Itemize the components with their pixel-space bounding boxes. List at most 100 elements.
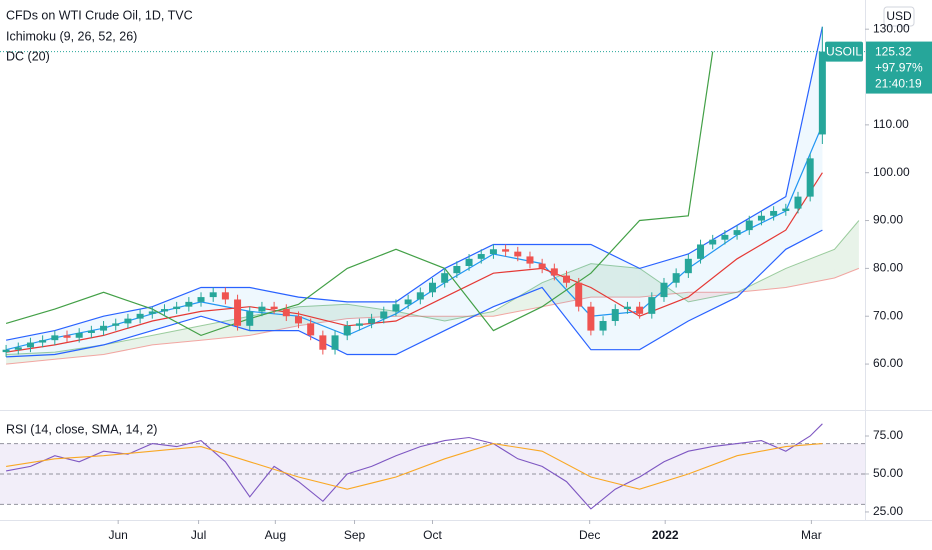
cloud-fill — [590, 263, 640, 298]
candle-body — [319, 335, 327, 350]
candle-body — [684, 258, 692, 274]
candle-body — [148, 311, 156, 314]
candle-body — [160, 309, 168, 312]
candle-body — [380, 311, 388, 319]
indicator-label: DC (20) — [6, 49, 50, 63]
candle-body — [63, 335, 71, 338]
candle-body — [26, 342, 34, 348]
candle-body — [709, 239, 717, 245]
x-tick-label: Dec — [579, 528, 600, 542]
y-tick-label: 60.00 — [873, 356, 903, 370]
y-tick-label: 50.00 — [873, 466, 903, 480]
candle-body — [39, 340, 47, 343]
candle-body — [477, 254, 485, 259]
x-tick-label: Jul — [191, 528, 206, 542]
candle-body — [112, 323, 120, 326]
candle-body — [794, 196, 802, 209]
y-tick-label: 25.00 — [873, 504, 903, 518]
indicator-line — [6, 172, 823, 353]
channel-fill — [6, 26, 823, 357]
candle-body — [514, 251, 522, 257]
candle-body — [51, 335, 59, 341]
candle-body — [648, 297, 656, 314]
candle-body — [100, 325, 108, 331]
y-tick-label: 130.00 — [873, 21, 910, 35]
candle-body — [209, 292, 217, 298]
x-tick-label: 2022 — [652, 528, 679, 542]
candle-body — [294, 316, 302, 324]
candle-body — [806, 158, 814, 197]
candle-body — [550, 268, 558, 276]
x-tick-label: Aug — [265, 528, 286, 542]
candle-body — [818, 51, 826, 135]
symbol-label: USOIL — [826, 45, 862, 59]
y-tick-label: 75.00 — [873, 428, 903, 442]
candle-body — [2, 349, 10, 353]
candle-body — [331, 335, 339, 350]
y-tick-label: 100.00 — [873, 165, 910, 179]
cloud-fill — [785, 249, 835, 288]
candle-body — [197, 297, 205, 302]
candle-body — [733, 230, 741, 235]
candle-body — [587, 306, 595, 331]
currency-box[interactable] — [883, 6, 915, 27]
bar-countdown: 21:40:19 — [875, 77, 922, 91]
candle-body — [234, 299, 242, 326]
candle-body — [599, 321, 607, 331]
candle-body — [721, 234, 729, 240]
candle-body — [526, 256, 534, 264]
candle-body — [489, 249, 497, 255]
candle-body — [745, 220, 753, 231]
candle-body — [757, 215, 765, 221]
candle-body — [87, 330, 95, 333]
y-tick-label: 90.00 — [873, 213, 903, 227]
cloud-fill — [834, 220, 859, 278]
candle-body — [282, 309, 290, 317]
currency: USD — [886, 9, 912, 23]
candle-body — [660, 282, 668, 298]
candle-body — [623, 306, 631, 310]
candle-body — [636, 306, 644, 314]
candle-body — [782, 208, 790, 211]
x-tick-label: Oct — [423, 528, 442, 542]
candle-body — [770, 210, 778, 216]
y-tick-label: 80.00 — [873, 261, 903, 275]
indicator-label: Ichimoku (9, 26, 52, 26) — [6, 29, 137, 43]
last-price: 125.32 — [875, 45, 912, 59]
x-tick-label: Sep — [344, 528, 366, 542]
candle-body — [270, 306, 278, 310]
candle-body — [416, 292, 424, 300]
plot — [0, 26, 865, 510]
candle-body — [14, 347, 22, 350]
candle-body — [307, 323, 315, 336]
cloud-fill — [493, 282, 543, 317]
y-tick-label: 70.00 — [873, 308, 903, 322]
rsi-line — [6, 423, 823, 510]
rsi-line — [6, 443, 823, 490]
cloud-fill — [152, 325, 202, 345]
y-tick-label: 110.00 — [873, 117, 909, 131]
candle-body — [343, 325, 351, 336]
candle-body — [441, 273, 449, 283]
candle-body — [221, 292, 229, 300]
candle-body — [465, 258, 473, 266]
channel-lower — [6, 229, 823, 358]
candle-body — [185, 301, 193, 307]
candle-body — [538, 263, 546, 269]
price-change: +97.97% — [875, 61, 923, 75]
symbol-box — [825, 41, 863, 62]
candle-body — [611, 309, 619, 322]
candle-body — [355, 323, 363, 326]
cloud-fill — [103, 335, 153, 355]
indicator-line — [5, 51, 714, 337]
candle-body — [136, 313, 144, 319]
x-tick-label: Mar — [801, 528, 822, 542]
candle-body — [258, 306, 266, 312]
last-price-box — [866, 41, 932, 94]
candle-body — [173, 306, 181, 310]
rsi-band — [0, 443, 865, 505]
candle-body — [75, 332, 83, 338]
